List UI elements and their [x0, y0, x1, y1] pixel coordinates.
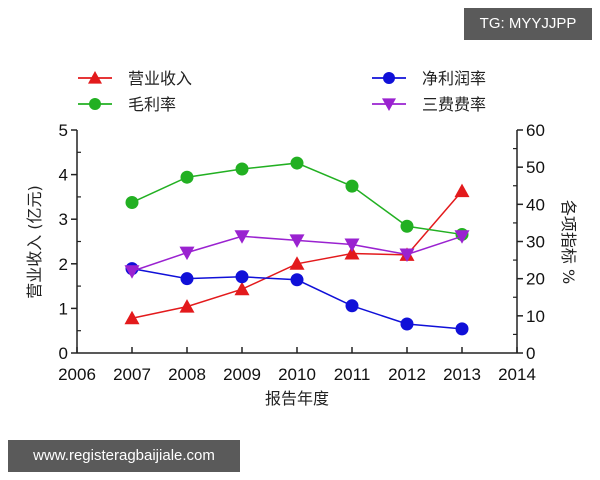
y2-axis-title: 各项指标 %	[559, 200, 578, 284]
series-2	[125, 262, 469, 336]
y-axis-title: 营业收入 (亿元)	[25, 185, 44, 299]
circle-marker-icon	[400, 219, 414, 233]
x-tick-label: 2008	[168, 365, 206, 384]
legend-label: 净利润率	[422, 69, 486, 88]
triangle-up-marker-icon	[234, 281, 250, 296]
triangle-down-marker-icon	[124, 265, 140, 279]
circle-marker-icon	[400, 317, 414, 331]
series-layer	[124, 156, 470, 336]
legend-item: 营业收入	[78, 69, 192, 88]
circle-marker-icon	[383, 72, 395, 84]
x-axis-title: 报告年度	[265, 389, 329, 408]
triangle-down-marker-icon	[234, 230, 250, 244]
triangle-up-marker-icon	[179, 299, 195, 313]
y-tick-label: 3	[59, 210, 68, 229]
y2-tick-label: 40	[526, 195, 545, 214]
triangle-up-marker-icon	[88, 71, 102, 84]
triangle-down-marker-icon	[344, 238, 360, 252]
legend-label: 毛利率	[128, 95, 176, 114]
url-watermark: www.registeragbaijiale.com	[8, 440, 240, 472]
x-tick-label: 2007	[113, 365, 151, 384]
y2-tick-label: 50	[526, 158, 545, 177]
y-tick-label: 0	[59, 344, 68, 363]
series-3	[124, 230, 470, 279]
y-tick-label: 5	[59, 121, 68, 140]
y-tick-label: 2	[59, 255, 68, 274]
circle-marker-icon	[180, 170, 194, 184]
triangle-down-marker-icon	[289, 234, 305, 248]
y2-tick-label: 10	[526, 307, 545, 326]
legend-item: 三费费率	[372, 95, 486, 114]
legend-label: 营业收入	[128, 69, 192, 88]
x-tick-label: 2014	[498, 365, 536, 384]
series-1	[125, 156, 469, 241]
triangle-down-marker-icon	[382, 98, 396, 111]
y2-tick-label: 30	[526, 233, 545, 252]
legend-item: 净利润率	[372, 69, 486, 88]
circle-marker-icon	[89, 98, 101, 110]
y2-tick-label: 0	[526, 344, 535, 363]
series-0	[124, 183, 470, 325]
x-tick-label: 2010	[278, 365, 316, 384]
y-tick-label: 1	[59, 299, 68, 318]
circle-marker-icon	[290, 273, 304, 287]
triangle-down-marker-icon	[179, 246, 195, 261]
x-tick-label: 2009	[223, 365, 261, 384]
circle-marker-icon	[180, 272, 194, 286]
y-tick-label: 4	[59, 166, 68, 185]
circle-marker-icon	[345, 179, 359, 193]
circle-marker-icon	[235, 270, 249, 284]
circle-marker-icon	[345, 299, 359, 313]
y2-tick-label: 20	[526, 270, 545, 289]
triangle-up-marker-icon	[289, 256, 305, 270]
tg-watermark: TG: MYYJJPP	[464, 8, 592, 40]
x-tick-label: 2013	[443, 365, 481, 384]
circle-marker-icon	[455, 322, 469, 336]
legend-item: 毛利率	[78, 95, 176, 114]
circle-marker-icon	[125, 195, 139, 209]
x-tick-label: 2012	[388, 365, 426, 384]
y2-tick-label: 60	[526, 121, 545, 140]
circle-marker-icon	[290, 156, 304, 170]
triangle-up-marker-icon	[344, 246, 360, 260]
triangle-up-marker-icon	[124, 310, 140, 325]
x-tick-label: 2011	[334, 365, 371, 384]
triangle-down-marker-icon	[454, 230, 470, 244]
triangle-up-marker-icon	[454, 183, 470, 198]
circle-marker-icon	[235, 162, 249, 176]
x-tick-label: 2006	[58, 365, 96, 384]
legend-label: 三费费率	[422, 95, 486, 114]
triangle-down-marker-icon	[399, 248, 415, 263]
